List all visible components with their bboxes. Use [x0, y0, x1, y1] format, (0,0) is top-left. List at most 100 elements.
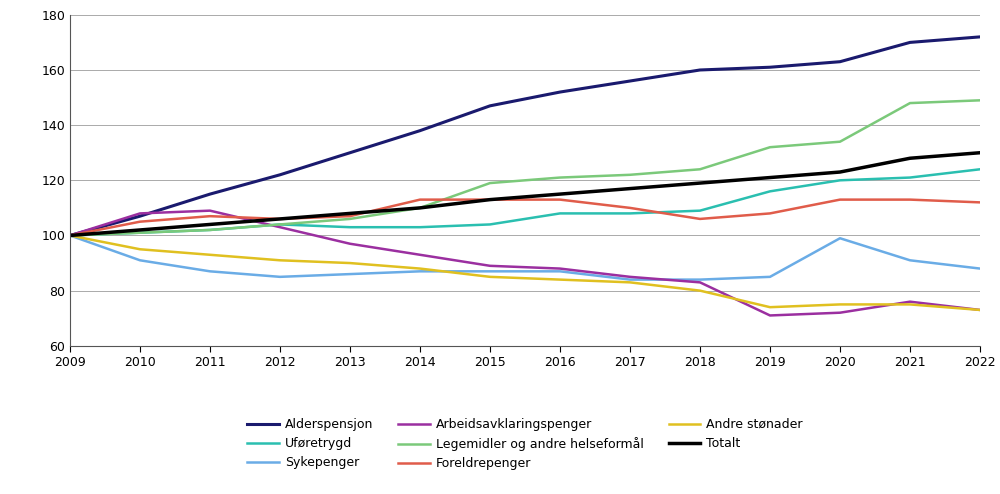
Sykepenger: [554, 268, 566, 274]
Foreldrepenger: [834, 197, 846, 203]
Arbeidsavklaringspenger: [974, 307, 986, 313]
Uføretrygd: [554, 210, 566, 216]
Andre stønader: [204, 252, 216, 258]
Totalt: [624, 186, 636, 192]
Uføretrygd: [694, 207, 706, 213]
Sykepenger: [274, 274, 286, 280]
Line: Arbeidsavklaringspenger: Arbeidsavklaringspenger: [70, 210, 980, 316]
Andre stønader: [694, 288, 706, 293]
Uføretrygd: [344, 224, 356, 230]
Foreldrepenger: [204, 213, 216, 219]
Uføretrygd: [834, 177, 846, 183]
Legemidler og andre helseformål: [834, 139, 846, 145]
Sykepenger: [904, 257, 916, 263]
Arbeidsavklaringspenger: [694, 280, 706, 286]
Line: Foreldrepenger: Foreldrepenger: [70, 200, 980, 236]
Legemidler og andre helseformål: [694, 166, 706, 172]
Foreldrepenger: [484, 197, 496, 203]
Legemidler og andre helseformål: [344, 216, 356, 222]
Foreldrepenger: [554, 197, 566, 203]
Totalt: [134, 227, 146, 233]
Foreldrepenger: [64, 233, 76, 239]
Uføretrygd: [414, 224, 426, 230]
Line: Sykepenger: Sykepenger: [70, 236, 980, 280]
Totalt: [554, 191, 566, 197]
Foreldrepenger: [764, 210, 776, 216]
Andre stønader: [834, 301, 846, 307]
Alderspensjon: [974, 34, 986, 40]
Arbeidsavklaringspenger: [134, 210, 146, 216]
Totalt: [414, 205, 426, 211]
Alderspensjon: [904, 40, 916, 45]
Uføretrygd: [904, 174, 916, 180]
Andre stønader: [624, 280, 636, 286]
Arbeidsavklaringspenger: [344, 241, 356, 247]
Uføretrygd: [484, 221, 496, 227]
Alderspensjon: [414, 128, 426, 134]
Legemidler og andre helseformål: [554, 174, 566, 180]
Arbeidsavklaringspenger: [834, 310, 846, 316]
Totalt: [274, 216, 286, 222]
Alderspensjon: [484, 103, 496, 109]
Andre stønader: [764, 304, 776, 310]
Arbeidsavklaringspenger: [484, 263, 496, 269]
Arbeidsavklaringspenger: [904, 299, 916, 305]
Alderspensjon: [624, 78, 636, 84]
Line: Alderspensjon: Alderspensjon: [70, 37, 980, 236]
Arbeidsavklaringspenger: [624, 274, 636, 280]
Legemidler og andre helseformål: [624, 172, 636, 178]
Line: Uføretrygd: Uføretrygd: [70, 169, 980, 236]
Alderspensjon: [694, 67, 706, 73]
Uføretrygd: [624, 210, 636, 216]
Totalt: [484, 197, 496, 203]
Legend: Alderspensjon, Uføretrygd, Sykepenger, Arbeidsavklaringspenger, Legemidler og an: Alderspensjon, Uføretrygd, Sykepenger, A…: [241, 412, 809, 477]
Alderspensjon: [134, 213, 146, 219]
Sykepenger: [974, 266, 986, 272]
Alderspensjon: [274, 172, 286, 178]
Sykepenger: [834, 235, 846, 241]
Sykepenger: [134, 257, 146, 263]
Andre stønader: [974, 307, 986, 313]
Legemidler og andre helseformål: [904, 100, 916, 106]
Totalt: [904, 155, 916, 161]
Sykepenger: [414, 268, 426, 274]
Arbeidsavklaringspenger: [554, 266, 566, 272]
Foreldrepenger: [344, 213, 356, 219]
Uføretrygd: [274, 221, 286, 227]
Andre stønader: [274, 257, 286, 263]
Sykepenger: [764, 274, 776, 280]
Foreldrepenger: [694, 216, 706, 222]
Sykepenger: [64, 233, 76, 239]
Legemidler og andre helseformål: [64, 233, 76, 239]
Andre stønader: [904, 301, 916, 307]
Foreldrepenger: [904, 197, 916, 203]
Alderspensjon: [554, 89, 566, 95]
Andre stønader: [484, 274, 496, 280]
Arbeidsavklaringspenger: [414, 252, 426, 258]
Totalt: [834, 169, 846, 175]
Sykepenger: [624, 277, 636, 283]
Arbeidsavklaringspenger: [64, 233, 76, 239]
Legemidler og andre helseformål: [764, 144, 776, 150]
Alderspensjon: [764, 64, 776, 70]
Foreldrepenger: [274, 216, 286, 222]
Sykepenger: [204, 268, 216, 274]
Uføretrygd: [764, 188, 776, 194]
Foreldrepenger: [134, 219, 146, 225]
Andre stønader: [554, 277, 566, 283]
Andre stønader: [414, 266, 426, 272]
Legemidler og andre helseformål: [414, 205, 426, 211]
Legemidler og andre helseformål: [204, 227, 216, 233]
Alderspensjon: [204, 191, 216, 197]
Alderspensjon: [64, 233, 76, 239]
Foreldrepenger: [414, 197, 426, 203]
Sykepenger: [484, 268, 496, 274]
Foreldrepenger: [624, 205, 636, 211]
Sykepenger: [344, 271, 356, 277]
Totalt: [694, 180, 706, 186]
Line: Legemidler og andre helseformål: Legemidler og andre helseformål: [70, 100, 980, 236]
Sykepenger: [694, 277, 706, 283]
Line: Andre stønader: Andre stønader: [70, 236, 980, 310]
Uføretrygd: [974, 166, 986, 172]
Legemidler og andre helseformål: [974, 97, 986, 103]
